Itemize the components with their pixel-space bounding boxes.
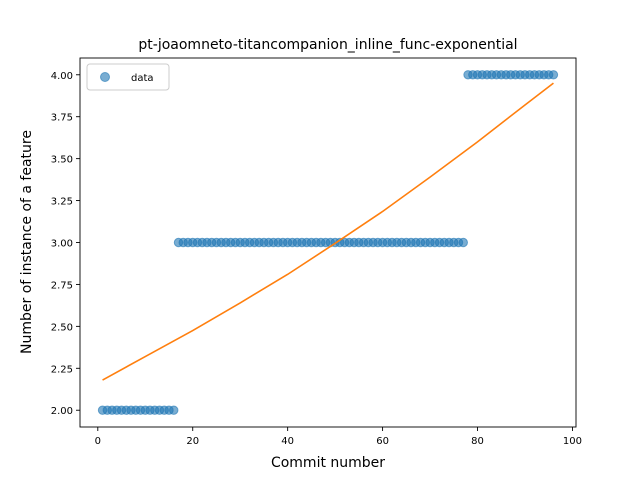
- data-point: [548, 70, 559, 80]
- y-tick-label: 3.50: [51, 155, 73, 166]
- y-tick-label: 3.25: [51, 197, 73, 208]
- y-tick-label: 4.00: [51, 71, 73, 82]
- legend-label-data: data: [131, 73, 154, 84]
- y-tick-label: 2.75: [51, 280, 73, 291]
- y-tick-label: 3.75: [51, 113, 73, 124]
- y-tick-label: 2.00: [51, 406, 73, 417]
- x-tick-label: 100: [563, 436, 582, 447]
- legend: data: [86, 63, 170, 91]
- y-tick-label: 3.00: [51, 239, 73, 250]
- y-axis-label: Number of instance of a feature: [19, 130, 35, 354]
- x-axis-ticks: 0 20 40 60 80 100: [95, 427, 582, 447]
- data-point: [169, 405, 179, 415]
- y-tick-label: 2.25: [51, 364, 73, 375]
- x-tick-label: 0: [95, 436, 101, 447]
- legend-marker-data: [100, 72, 110, 82]
- data-point: [458, 237, 468, 248]
- x-axis-label: Commit number: [271, 455, 385, 471]
- scatter-series-data: [97, 70, 559, 415]
- y-axis-ticks: 2.00 2.25 2.50 2.75 3.00 3.25 3.50 3.75 4.00: [51, 71, 80, 417]
- x-tick-label: 40: [281, 436, 294, 447]
- x-tick-label: 60: [376, 436, 389, 447]
- chart-title: pt-joaomneto-titancompanion_inline_func-…: [138, 37, 517, 53]
- x-tick-label: 80: [471, 436, 484, 447]
- x-tick-label: 20: [186, 436, 199, 447]
- plot-area: [79, 57, 577, 428]
- legend-frame: [86, 63, 170, 91]
- y-tick-label: 2.50: [51, 322, 73, 333]
- fit-line: [102, 82, 554, 381]
